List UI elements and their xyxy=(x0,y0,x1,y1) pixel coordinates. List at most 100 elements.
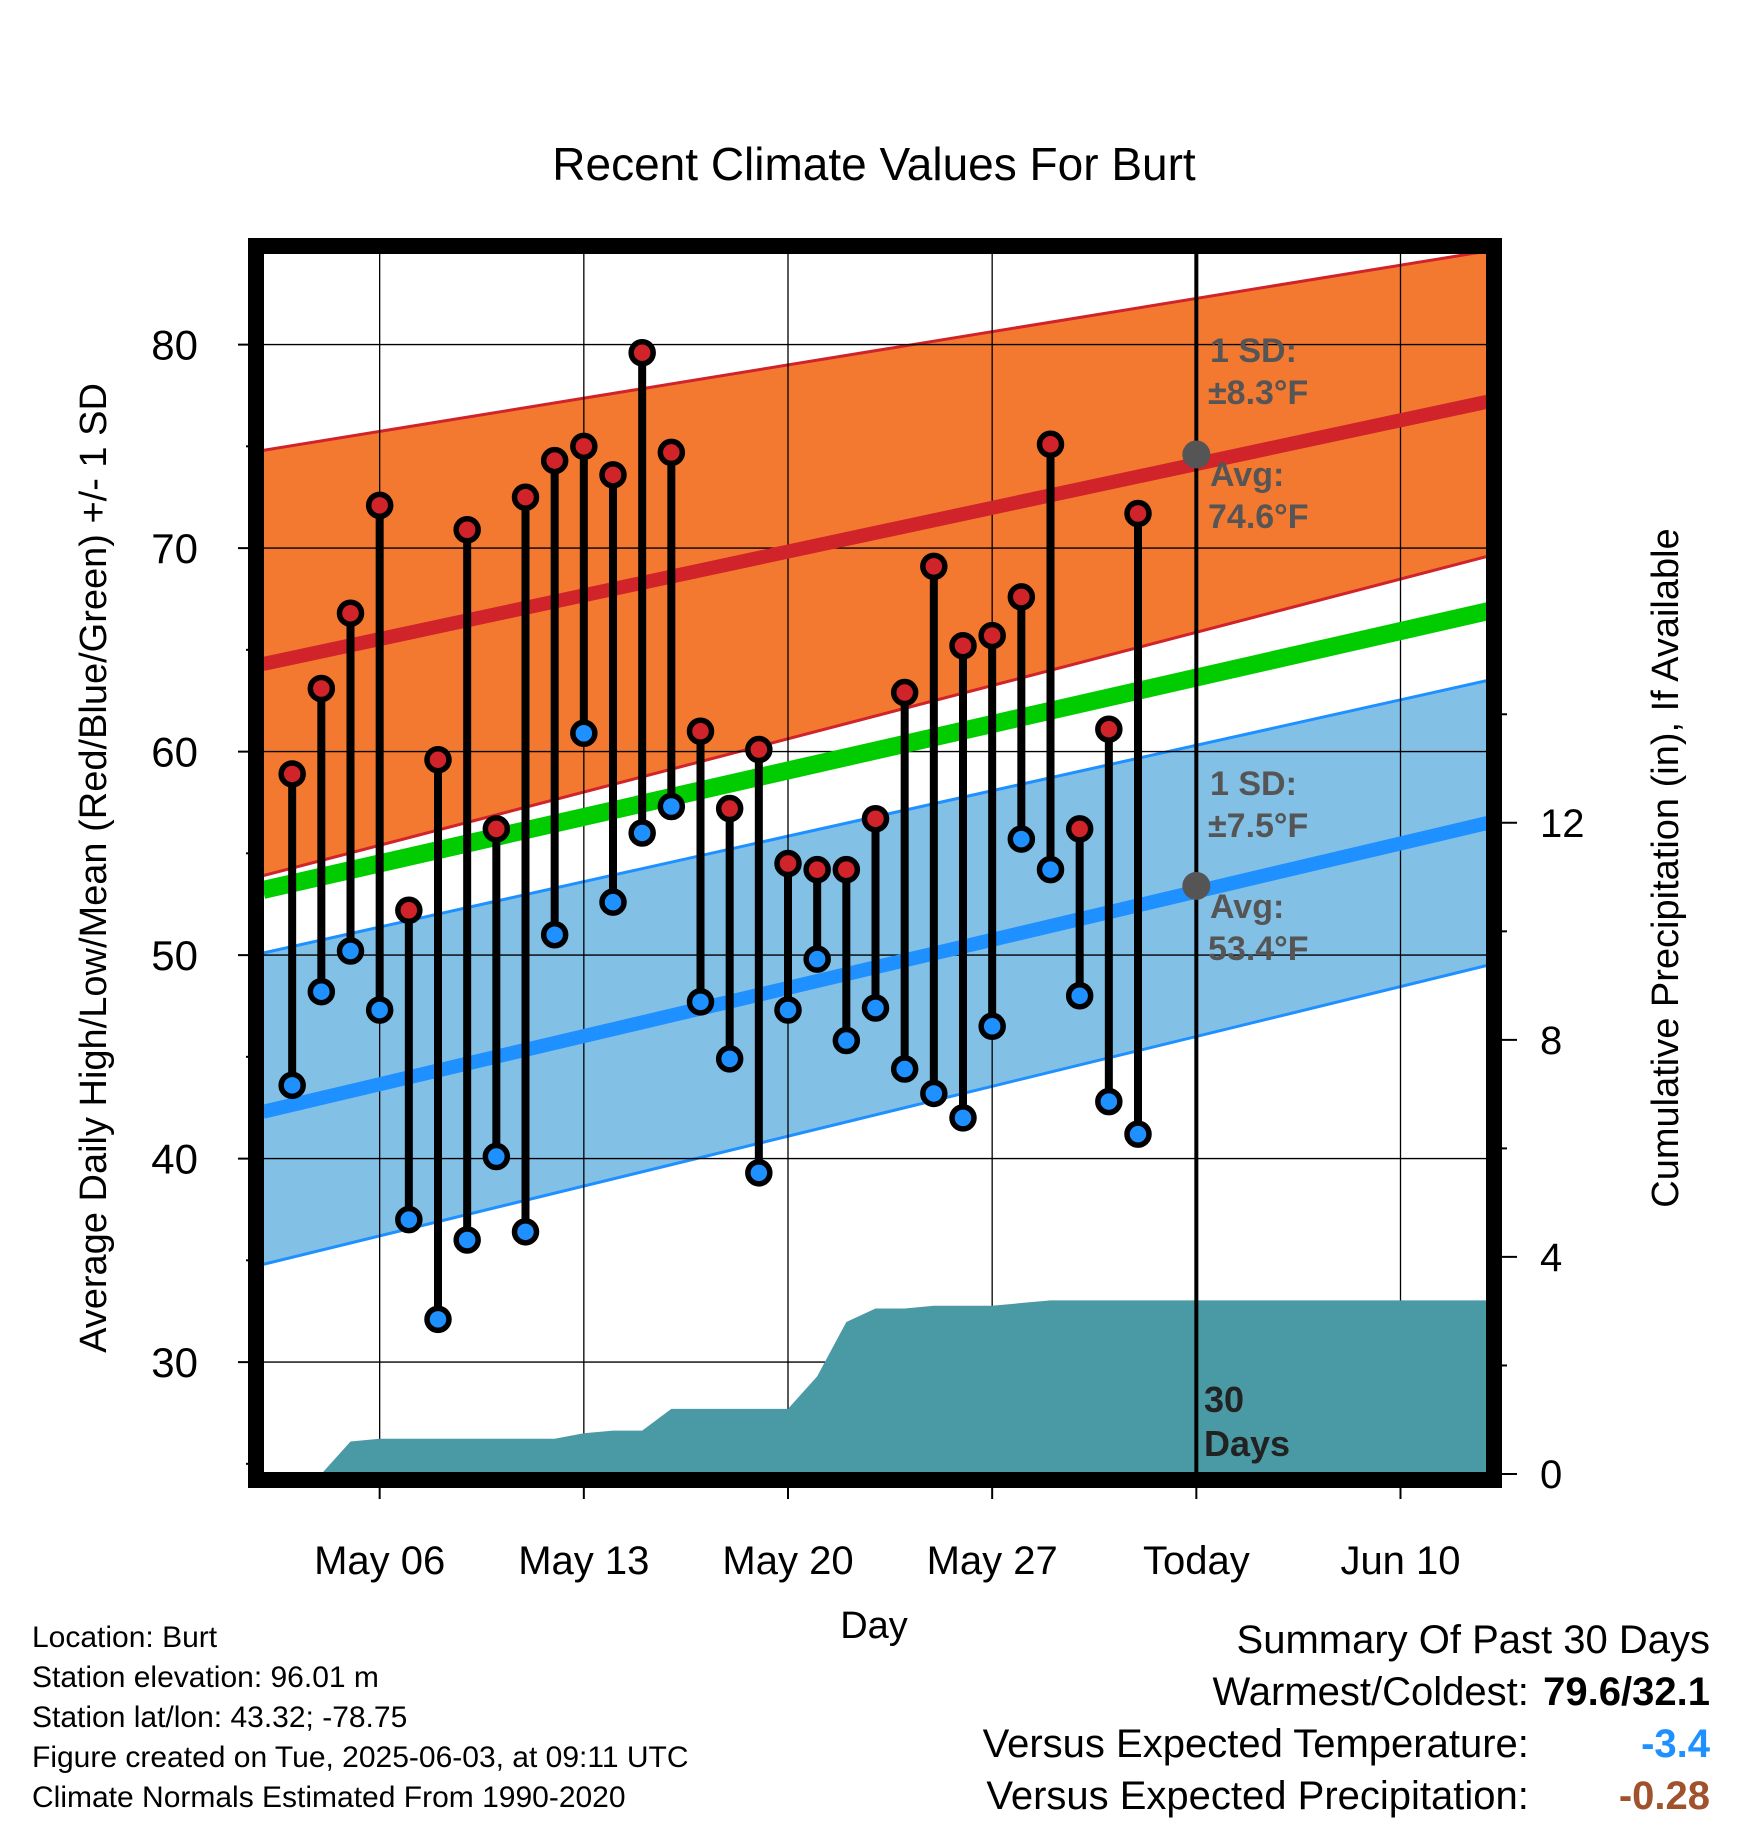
y-axis-label: Average Daily High/Low/Mean (Red/Blue/Gr… xyxy=(73,383,115,1353)
today-high-avg-marker xyxy=(1182,440,1211,469)
low-point xyxy=(978,1012,1006,1041)
low-point xyxy=(1007,825,1036,853)
summary-precip-row: Versus Expected Precipitation: -0.28 xyxy=(983,1770,1710,1822)
low-point xyxy=(949,1104,977,1132)
station-metadata: Location: Burt Station elevation: 96.01 … xyxy=(32,1618,689,1818)
high-point xyxy=(395,896,423,925)
low-point xyxy=(424,1305,452,1334)
warm-cold-value: 79.6/32.1 xyxy=(1543,1670,1710,1714)
high-point xyxy=(774,849,802,878)
low-point xyxy=(803,945,831,973)
high-point xyxy=(1065,815,1094,843)
warm-cold-label: Warmest/Coldest: xyxy=(1212,1670,1529,1714)
plot-area: 1 SD: ±8.3°F Avg: 74.6°F 1 SD: ±7.5°F Av… xyxy=(248,238,1502,1488)
low-point xyxy=(1036,855,1065,884)
today-marker xyxy=(1182,249,1211,1474)
low-point xyxy=(774,996,802,1024)
low-point xyxy=(832,1026,861,1055)
low-point xyxy=(570,719,598,748)
low-avg-value: 53.4°F xyxy=(1208,930,1309,968)
high-sd-band xyxy=(263,253,1488,876)
y2-tick-label: 8 xyxy=(1540,1019,1562,1063)
high-point xyxy=(657,438,686,467)
y-axis-left: 30 40 50 60 70 80 xyxy=(151,322,256,1465)
high-point xyxy=(861,804,890,833)
precip-label: Versus Expected Precipitation: xyxy=(986,1774,1529,1818)
low-point xyxy=(890,1055,919,1083)
high-avg-value: 74.6°F xyxy=(1208,498,1309,536)
high-point xyxy=(686,717,715,745)
summary-panel: Summary Of Past 30 Days Warmest/Coldest:… xyxy=(983,1614,1710,1822)
high-point xyxy=(745,735,773,764)
daily-stems xyxy=(288,352,1142,1320)
precip-value: -0.28 xyxy=(1618,1774,1710,1818)
low-sd-value: ±7.5°F xyxy=(1208,807,1308,845)
high-sd-band-upper-edge xyxy=(263,253,1485,452)
elevation-text: Station elevation: 96.01 m xyxy=(32,1661,379,1694)
high-point xyxy=(599,461,627,489)
x-axis-label: Day xyxy=(840,1605,908,1647)
low-point xyxy=(599,888,627,916)
created-text: Figure created on Tue, 2025-06-03, at 09… xyxy=(32,1741,689,1774)
precip-area xyxy=(292,1300,1488,1474)
low-point xyxy=(511,1218,540,1246)
y-tick-label: 30 xyxy=(151,1339,198,1386)
high-sd-label: 1 SD: xyxy=(1210,332,1297,370)
x-tick-label: Today xyxy=(1143,1539,1250,1583)
low-point xyxy=(920,1079,948,1108)
high-point xyxy=(1124,499,1152,528)
y2-tick-label: 0 xyxy=(1540,1453,1562,1497)
plot-frame xyxy=(248,238,1502,1488)
normals-text: Climate Normals Estimated From 1990-2020 xyxy=(32,1781,626,1814)
high-point xyxy=(278,760,306,788)
y-tick-label: 80 xyxy=(151,322,198,369)
latlon-text: Station lat/lon: 43.32; -78.75 xyxy=(32,1701,408,1734)
daily-points xyxy=(278,338,1152,1334)
high-point xyxy=(1095,715,1123,743)
low-point xyxy=(861,994,890,1022)
y-tick-label: 70 xyxy=(151,525,198,572)
summary-warm-cold-row: Warmest/Coldest: 79.6/32.1 xyxy=(983,1666,1711,1718)
high-point xyxy=(540,446,569,475)
low-point xyxy=(1124,1120,1152,1148)
high-point xyxy=(453,516,481,544)
low-point xyxy=(453,1226,481,1254)
high-point xyxy=(715,794,744,823)
low-point xyxy=(540,920,569,949)
x-tick-label: May 27 xyxy=(927,1539,1058,1583)
low-avg-label: Avg: xyxy=(1210,888,1284,926)
high-point xyxy=(307,674,336,703)
high-point xyxy=(832,855,861,884)
high-sd-value: ±8.3°F xyxy=(1208,374,1308,412)
high-point xyxy=(1007,583,1036,611)
y-tick-label: 60 xyxy=(151,729,198,776)
low-point xyxy=(278,1071,306,1100)
y-tick-label: 40 xyxy=(151,1136,198,1183)
high-point xyxy=(511,483,540,511)
high-point xyxy=(570,432,598,461)
low-point xyxy=(1065,982,1094,1010)
low-sd-label: 1 SD: xyxy=(1210,765,1297,803)
high-point xyxy=(920,552,948,581)
annotations: 1 SD: ±8.3°F Avg: 74.6°F 1 SD: ±7.5°F Av… xyxy=(1204,332,1309,1464)
low-point xyxy=(628,819,656,847)
high-point xyxy=(365,491,394,520)
low-point xyxy=(307,977,336,1006)
y2-axis-label: Cumulative Precipitation (in), If Availa… xyxy=(1645,528,1687,1207)
y2-tick-label: 4 xyxy=(1540,1236,1562,1280)
days-count: 30 xyxy=(1204,1379,1244,1420)
low-point xyxy=(715,1045,744,1073)
chart-title: Recent Climate Values For Burt xyxy=(552,138,1196,190)
high-point xyxy=(890,678,919,707)
x-tick-label: May 13 xyxy=(518,1539,649,1583)
high-point xyxy=(978,621,1006,650)
temp-value: -3.4 xyxy=(1641,1722,1710,1766)
location-text: Location: Burt xyxy=(32,1621,218,1654)
low-point xyxy=(482,1142,511,1171)
low-point xyxy=(365,996,394,1024)
x-axis: May 06 May 13 May 20 May 27 Today Jun 10 xyxy=(314,1481,1461,1583)
low-point xyxy=(1095,1087,1123,1116)
summary-title: Summary Of Past 30 Days xyxy=(1236,1618,1710,1662)
high-point xyxy=(424,745,452,774)
